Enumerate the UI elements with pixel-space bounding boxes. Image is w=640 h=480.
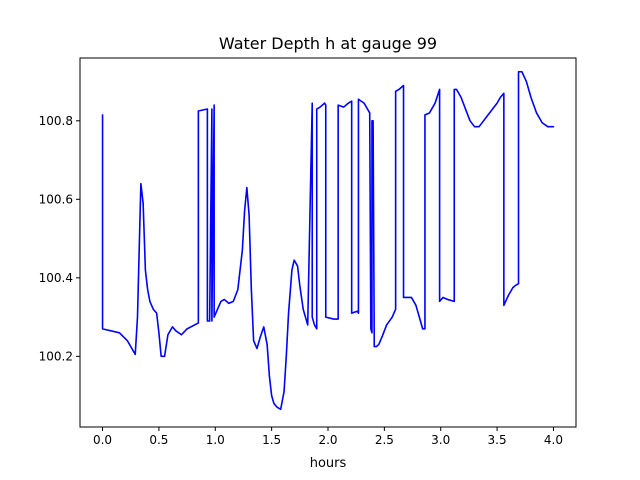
x-tick-label: 3.5 (488, 433, 507, 447)
x-tick-label: 4.0 (544, 433, 563, 447)
x-tick-label: 1.5 (262, 433, 281, 447)
y-tick-label: 100.6 (39, 192, 73, 206)
series-line-0 (101, 70, 555, 411)
x-axis-label: hours (310, 456, 347, 471)
chart-title: Water Depth h at gauge 99 (219, 34, 437, 53)
plot-area (101, 70, 555, 411)
x-tick-label: 3.0 (431, 433, 450, 447)
x-axis: 0.0 0.5 1.0 1.5 2.0 2.5 3.0 3.5 4.0 (93, 427, 563, 447)
x-tick-label: 0.5 (149, 433, 168, 447)
y-axis: 100.2 100.4 100.6 100.8 (39, 114, 80, 363)
y-tick-label: 100.4 (39, 271, 73, 285)
x-tick-label: 1.0 (206, 433, 225, 447)
y-tick-label: 100.2 (39, 349, 73, 363)
x-tick-label: 2.0 (318, 433, 337, 447)
x-tick-label: 0.0 (93, 433, 112, 447)
x-tick-label: 2.5 (375, 433, 394, 447)
y-tick-label: 100.8 (39, 114, 73, 128)
